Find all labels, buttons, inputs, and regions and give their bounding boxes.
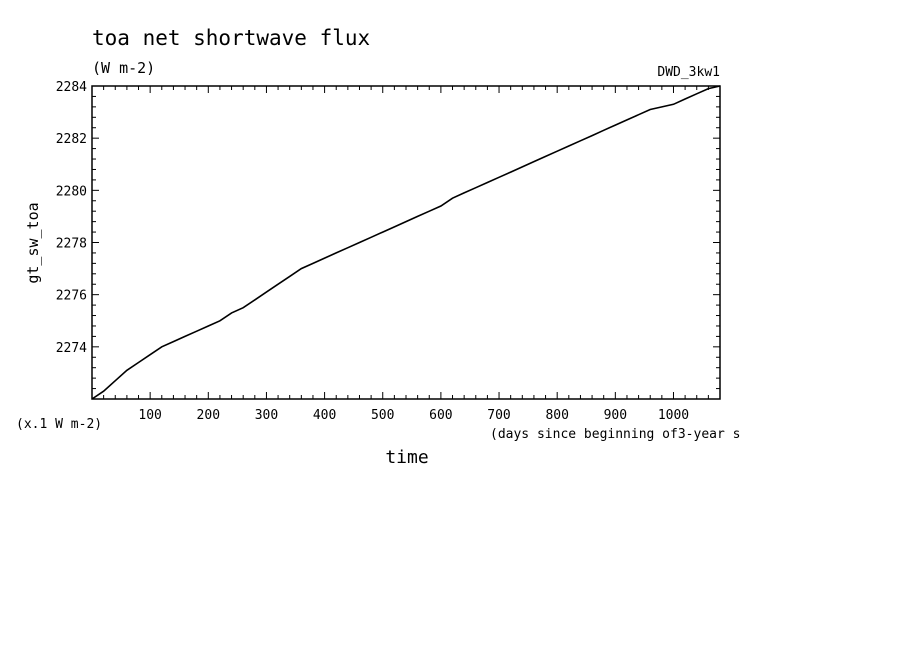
x-tick-label: 800 xyxy=(545,408,568,423)
y-tick-label: 2280 xyxy=(56,184,87,199)
x-unit-note: (days since beginning of3-year s xyxy=(490,427,740,442)
chart-tag: DWD_3kw1 xyxy=(657,65,720,80)
x-tick-label: 100 xyxy=(138,408,161,423)
y-tick-label: 2278 xyxy=(56,237,87,252)
y-tick-label: 2274 xyxy=(56,341,87,356)
x-tick-label: 200 xyxy=(197,408,220,423)
y-tick-label: 2284 xyxy=(56,80,87,95)
plot-frame xyxy=(91,85,721,400)
chart-title: toa net shortwave flux xyxy=(92,26,370,50)
axis-ticks xyxy=(92,86,720,399)
series-line xyxy=(91,85,721,400)
x-tick-label: 700 xyxy=(487,408,510,423)
x-tick-label: 1000 xyxy=(658,408,689,423)
x-axis-label: time xyxy=(385,447,428,468)
x-tick-label: 300 xyxy=(255,408,278,423)
y-unit-note: (x.1 W m-2) xyxy=(16,417,102,432)
x-tick-labels: 100 200 300 400 500 600 700 800 900 1000 xyxy=(138,408,689,423)
y-tick-label: 2282 xyxy=(56,132,87,147)
x-tick-label: 400 xyxy=(313,408,336,423)
x-tick-label: 600 xyxy=(429,408,452,423)
chart-subtitle: (W m-2) xyxy=(92,59,155,77)
y-tick-label: 2276 xyxy=(56,289,87,304)
y-axis-label: gt_sw_toa xyxy=(24,202,42,283)
y-tick-labels: 2274 2276 2278 2280 2282 2284 xyxy=(56,80,87,356)
x-tick-label: 500 xyxy=(371,408,394,423)
x-tick-label: 900 xyxy=(604,408,627,423)
